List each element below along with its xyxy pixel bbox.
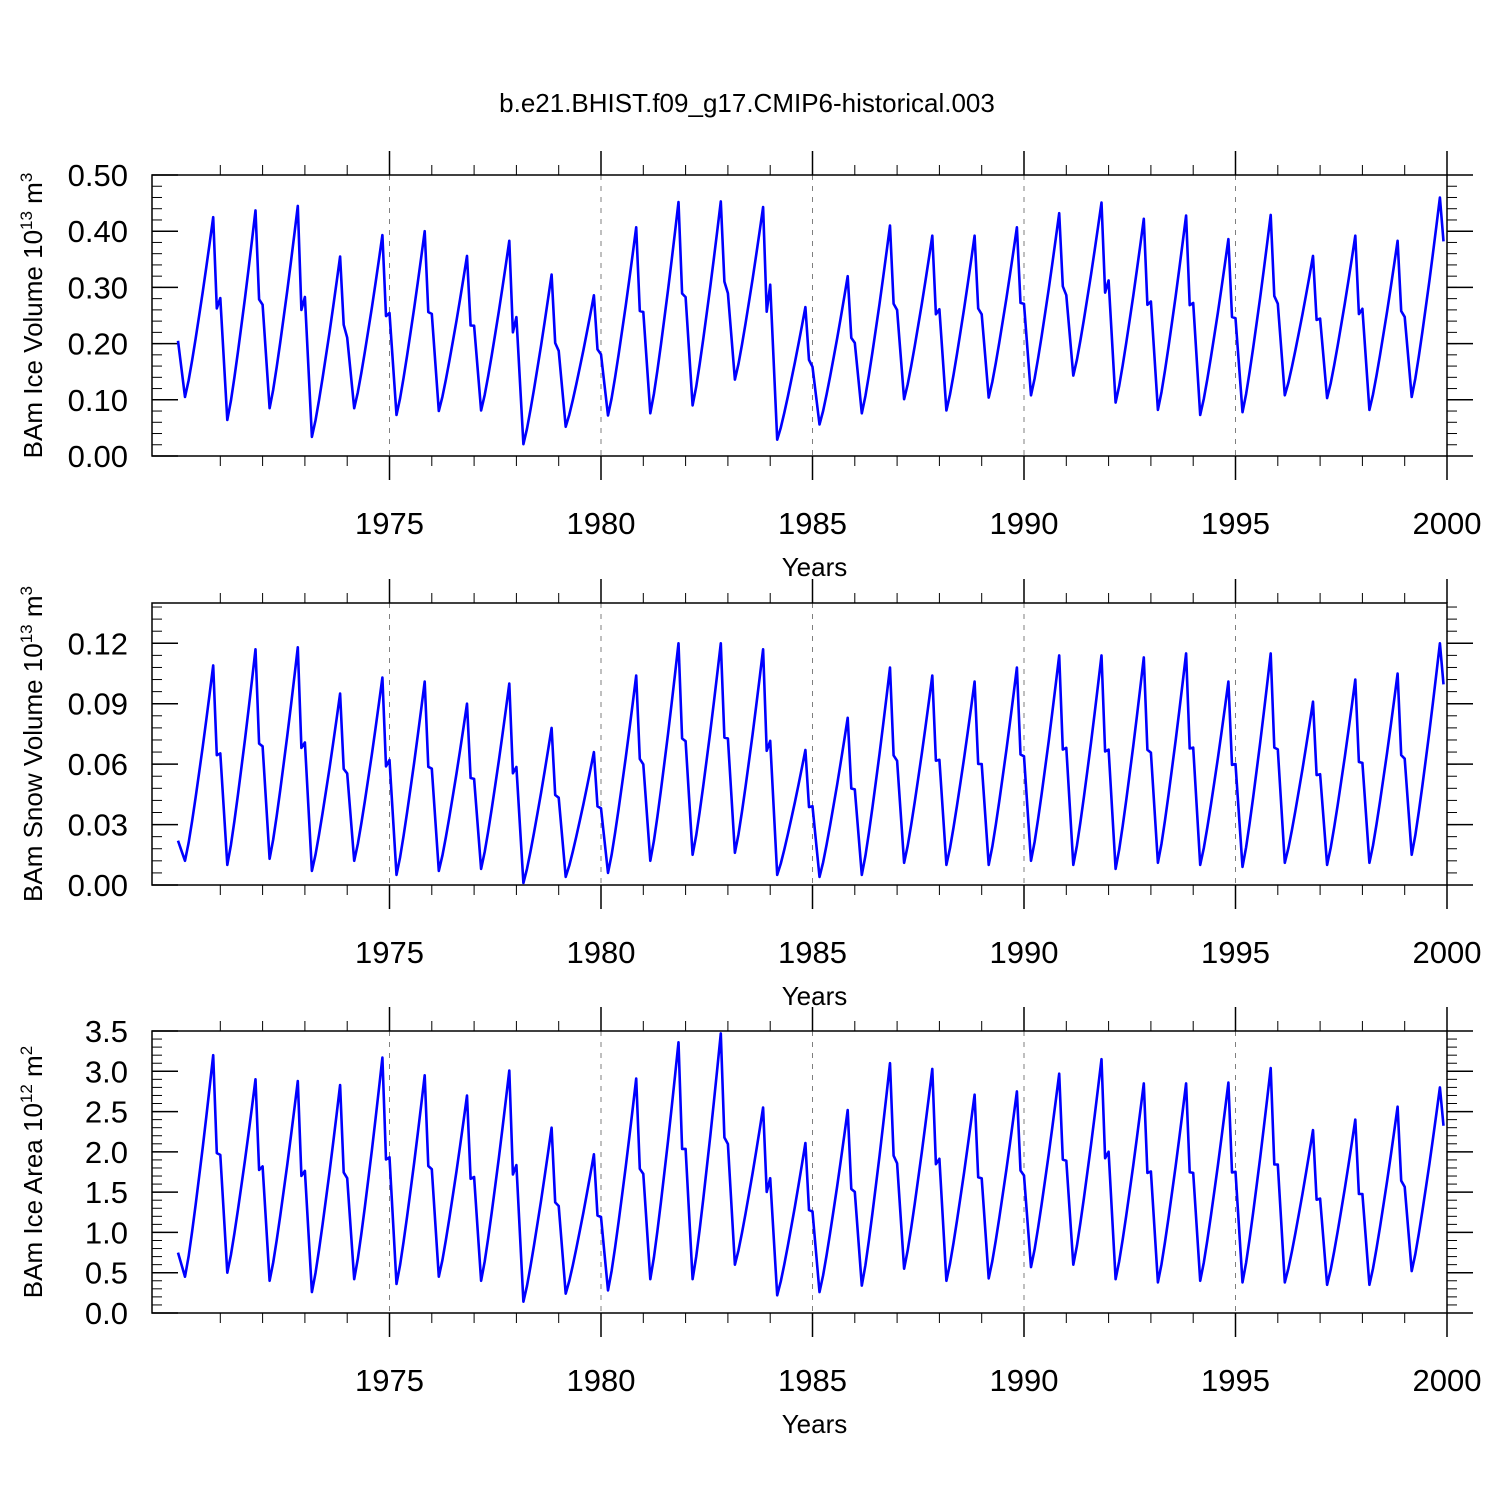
y-axis-label: BAm Ice Area 1012 m2 xyxy=(17,1046,48,1298)
x-tick-label: 2000 xyxy=(1413,506,1482,541)
y-tick-label: 3.5 xyxy=(85,1014,128,1049)
y-tick-label: 2.0 xyxy=(85,1135,128,1170)
y-axis-label-unit-exponent: 2 xyxy=(17,1046,36,1055)
y-tick-label: 0.12 xyxy=(68,626,128,661)
x-axis-label: Years xyxy=(782,981,848,1011)
x-axis-label: Years xyxy=(782,552,848,582)
x-tick-label: 1990 xyxy=(990,935,1059,970)
figure-title: b.e21.BHIST.f09_g17.CMIP6-historical.003 xyxy=(499,88,995,118)
x-tick-label: 1980 xyxy=(567,1363,636,1398)
y-axis-label-exponent: 12 xyxy=(17,1084,36,1103)
y-axis-label-unit-exponent: 3 xyxy=(17,586,36,595)
y-tick-label: 0.5 xyxy=(85,1256,128,1291)
y-tick-label: 3.0 xyxy=(85,1054,128,1089)
y-tick-label: 0.20 xyxy=(68,327,128,362)
x-tick-label: 2000 xyxy=(1413,935,1482,970)
y-axis-label-unit: m xyxy=(18,1055,48,1084)
y-tick-label: 0.00 xyxy=(68,439,128,474)
y-axis-label-unit: m xyxy=(18,595,48,624)
x-tick-label: 1975 xyxy=(355,506,424,541)
y-axis-label-exponent: 13 xyxy=(17,624,36,643)
plot-frame xyxy=(151,1030,1448,1314)
x-tick-label: 1975 xyxy=(355,1363,424,1398)
y-axis-label-main: BAm Snow Volume 10 xyxy=(18,643,48,902)
x-tick-label: 2000 xyxy=(1413,1363,1482,1398)
y-tick-label: 0.00 xyxy=(68,868,128,903)
y-axis-label-exponent: 13 xyxy=(17,211,36,230)
y-tick-label: 0.09 xyxy=(68,687,128,722)
x-tick-label: 1990 xyxy=(990,506,1059,541)
series-line-snow-volume xyxy=(176,642,1445,885)
panel-ice-area: 1975 1980 1985 1990 1995 2000 0.0 0.5 1.0 1.5 2.0 2… xyxy=(17,1007,1481,1439)
y-tick-label: 1.0 xyxy=(85,1215,128,1250)
y-tick-label: 1.5 xyxy=(85,1175,128,1210)
series-line-ice-area xyxy=(176,1032,1445,1303)
panel-ice-volume: 1975 1980 1985 1990 1995 2000 0.00 0.10 0.20 0.30… xyxy=(17,151,1481,582)
y-tick-label: 2.5 xyxy=(85,1095,128,1130)
x-tick-label: 1990 xyxy=(990,1363,1059,1398)
y-axis-label: BAm Ice Volume 1013 m3 xyxy=(17,173,48,459)
x-tick-label: 1985 xyxy=(778,1363,847,1398)
x-tick-label: 1980 xyxy=(567,506,636,541)
series-line-ice-volume xyxy=(176,196,1445,446)
x-tick-label: 1995 xyxy=(1201,506,1270,541)
y-tick-label: 0.10 xyxy=(68,383,128,418)
x-axis-label: Years xyxy=(782,1409,848,1439)
x-tick-label: 1995 xyxy=(1201,935,1270,970)
y-axis-label-unit: m xyxy=(18,182,48,211)
y-axis-label-main: BAm Ice Volume 10 xyxy=(18,230,48,458)
y-tick-label: 0.40 xyxy=(68,214,128,249)
x-tick-label: 1995 xyxy=(1201,1363,1270,1398)
x-tick-label: 1980 xyxy=(567,935,636,970)
panel-snow-volume: 1975 1980 1985 1990 1995 2000 0.00 0.03 0.06 0.09… xyxy=(17,579,1481,1011)
y-tick-label: 0.30 xyxy=(68,270,128,305)
plot-frame xyxy=(151,174,1448,457)
x-tick-label: 1985 xyxy=(778,506,847,541)
y-axis-label-unit-exponent: 3 xyxy=(17,173,36,182)
x-tick-label: 1975 xyxy=(355,935,424,970)
y-tick-label: 0.03 xyxy=(68,808,128,843)
y-tick-label: 0.50 xyxy=(68,158,128,193)
y-tick-label: 0.0 xyxy=(85,1296,128,1331)
x-tick-label: 1985 xyxy=(778,935,847,970)
y-axis-label-main: BAm Ice Area 10 xyxy=(18,1103,48,1298)
y-axis-label: BAm Snow Volume 1013 m3 xyxy=(17,586,48,902)
plot-frame xyxy=(151,602,1448,886)
y-tick-label: 0.06 xyxy=(68,747,128,782)
